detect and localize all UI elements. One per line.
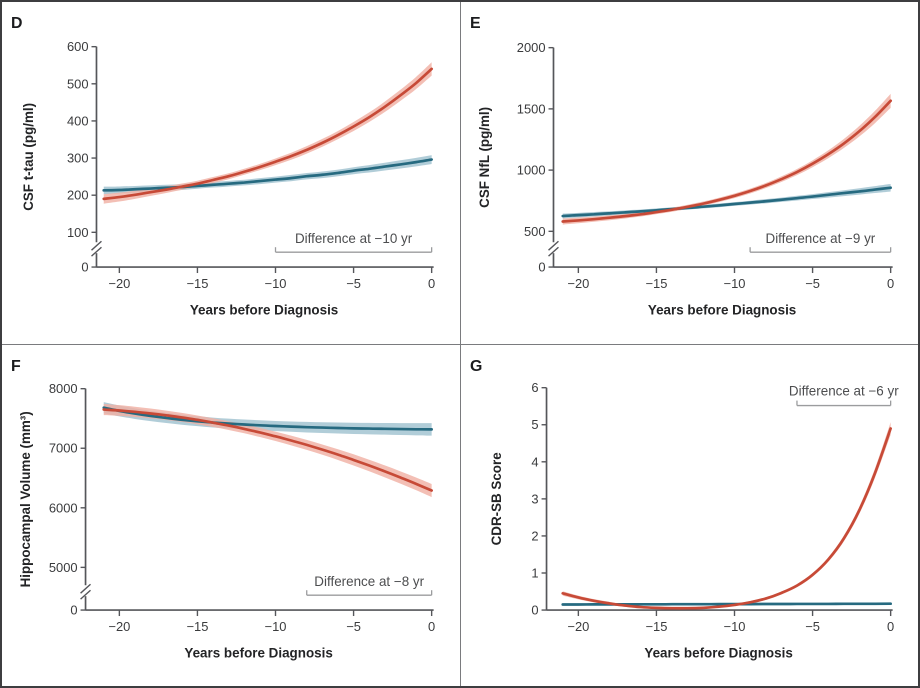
y-tick-label: 100 <box>67 225 89 240</box>
y-tick-label: 5 <box>531 417 538 432</box>
x-tick-label: −20 <box>108 618 130 633</box>
y-tick-label: 4 <box>531 454 538 469</box>
y-tick-label: 0 <box>538 260 545 275</box>
y-axis-break-slash <box>547 246 559 257</box>
panel-D: D 0 100 200 300 400 500 600 −20 −15 −10 −5 0 Differen… <box>2 2 460 344</box>
x-tick-label: −5 <box>805 618 820 633</box>
y-axis-break-slash <box>91 246 102 257</box>
panel-E-chart: E 0 500 1000 1500 2000 −20 −15 −10 −5 0 Difference … <box>469 15 894 318</box>
y-tick-label: 0 <box>70 602 77 617</box>
x-tick-label: −5 <box>346 618 361 633</box>
panel-label: D <box>11 15 22 32</box>
x-tick-label: −10 <box>265 276 287 291</box>
y-axis-break-gap <box>83 584 88 596</box>
y-axis-title: CSF t-tau (pg/ml) <box>21 103 36 211</box>
x-tick-label: −15 <box>645 618 667 633</box>
y-tick-label: 5000 <box>49 559 78 574</box>
y-axis-break-slash <box>91 240 102 251</box>
y-tick-label: 6000 <box>49 500 78 515</box>
y-tick-label: 6 <box>531 380 538 395</box>
y-tick-label: 3 <box>531 491 538 506</box>
series-blue-line <box>560 186 892 218</box>
y-axis-break-slash <box>80 589 91 600</box>
panel-E: E 0 500 1000 1500 2000 −20 −15 −10 −5 0 Difference … <box>460 2 918 344</box>
x-tick-label: −20 <box>567 276 589 291</box>
panel-label: G <box>469 357 481 374</box>
x-tick-label: −15 <box>645 276 667 291</box>
x-axis-title: Years before Diagnosis <box>644 645 792 660</box>
y-axis-break-gap <box>94 242 99 254</box>
x-tick-label: −10 <box>723 276 745 291</box>
panel-F-chart: F 0 5000 6000 7000 8000 −20 −15 −10 −5 0 Difference… <box>11 357 435 660</box>
y-axis-title: CDR-SB Score <box>488 452 503 545</box>
y-tick-label: 1500 <box>516 101 545 116</box>
y-tick-label: 2000 <box>516 40 545 55</box>
y-axis-break-gap <box>551 242 555 254</box>
y-tick-label: 1000 <box>516 163 545 178</box>
x-tick-label: −15 <box>186 276 208 291</box>
panel-G: G 0 1 2 3 4 5 6 −20 −15 −10 −5 0 Difference at −6 yr Y… <box>460 344 918 686</box>
x-tick-label: −5 <box>805 276 820 291</box>
x-tick-label: −10 <box>265 618 287 633</box>
series-red-confidence-band <box>562 421 891 609</box>
panel-G-chart: G 0 1 2 3 4 5 6 −20 −15 −10 −5 0 Difference at −6 yr Y… <box>469 357 898 660</box>
series-red-line <box>102 67 433 201</box>
difference-annotation: Difference at −10 yr <box>295 231 413 246</box>
panel-label: F <box>11 357 21 374</box>
y-tick-label: 1 <box>531 565 538 580</box>
series-red-line <box>102 407 433 492</box>
y-axis-break-slash <box>547 240 559 251</box>
x-axis-title: Years before Diagnosis <box>647 303 795 318</box>
y-tick-label: 500 <box>67 76 89 91</box>
y-tick-label: 200 <box>67 188 89 203</box>
difference-annotation: Difference at −8 yr <box>314 574 424 589</box>
y-tick-label: 400 <box>67 113 89 128</box>
x-tick-label: 0 <box>887 618 894 633</box>
y-axis-break-slash <box>80 583 91 594</box>
x-tick-label: 0 <box>428 276 435 291</box>
x-tick-label: −15 <box>186 618 208 633</box>
series-blue-line <box>102 158 433 192</box>
y-tick-label: 7000 <box>49 440 78 455</box>
y-tick-label: 0 <box>81 260 88 275</box>
difference-annotation: Difference at −9 yr <box>765 231 875 246</box>
y-axis-title: Hippocampal Volume (mm³) <box>18 411 33 587</box>
series-red-line <box>560 426 892 610</box>
y-axis-title: CSF NfL (pg/ml) <box>476 107 491 208</box>
y-tick-label: 8000 <box>49 381 78 396</box>
panel-label: E <box>469 15 480 32</box>
panel-F: F 0 5000 6000 7000 8000 −20 −15 −10 −5 0 Difference… <box>2 344 460 686</box>
x-tick-label: 0 <box>428 618 435 633</box>
x-tick-label: −5 <box>346 276 361 291</box>
panel-D-chart: D 0 100 200 300 400 500 600 −20 −15 −10 −5 0 Differen… <box>11 15 435 318</box>
x-tick-label: −20 <box>567 618 589 633</box>
x-axis-title: Years before Diagnosis <box>184 645 332 660</box>
y-tick-label: 0 <box>531 602 538 617</box>
y-tick-label: 600 <box>67 39 89 54</box>
x-tick-label: 0 <box>887 276 894 291</box>
series-red-line <box>560 99 892 223</box>
x-tick-label: −20 <box>108 276 130 291</box>
difference-annotation: Difference at −6 yr <box>788 383 898 398</box>
y-tick-label: 300 <box>67 151 89 166</box>
series-red-confidence-band <box>103 403 432 497</box>
series-blue-line <box>102 405 433 431</box>
x-axis-title: Years before Diagnosis <box>190 303 338 318</box>
x-tick-label: −10 <box>723 618 745 633</box>
y-tick-label: 2 <box>531 528 538 543</box>
y-tick-label: 500 <box>523 224 545 239</box>
